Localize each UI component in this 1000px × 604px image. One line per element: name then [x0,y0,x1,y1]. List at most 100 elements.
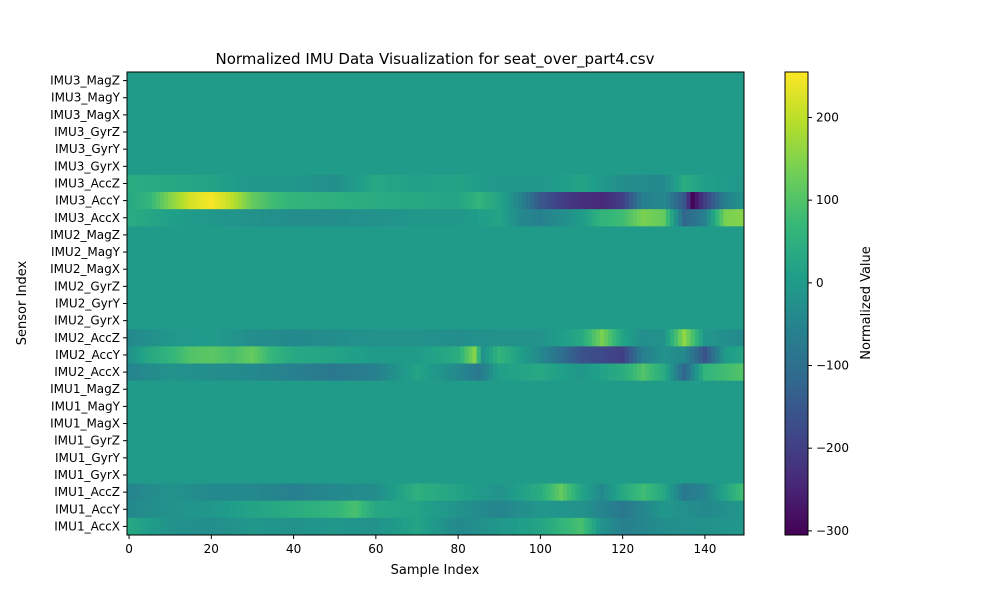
heatmap-cell [694,329,700,347]
heatmap-cell [443,363,449,382]
heatmap-cell [447,192,453,210]
heatmap-cell [727,329,733,347]
heatmap-cell [439,174,445,193]
heatmap-cell [242,363,247,382]
heatmap-cell [698,192,704,210]
heatmap-cell [307,329,313,347]
heatmap-cell [258,192,264,210]
heatmap-cell [686,346,691,365]
heatmap-cell [320,174,325,193]
heatmap-cell [213,500,218,519]
heatmap-cell [612,517,617,536]
heatmap-cell [464,192,469,210]
heatmap-cell [674,329,679,347]
heatmap-cell [390,483,395,502]
heatmap-cell [468,483,473,502]
heatmap-cell [291,329,297,347]
heatmap-cell [127,209,132,227]
heatmap-cell [583,209,589,227]
heatmap-cell [398,517,403,536]
heatmap-cell [159,346,165,365]
heatmap-cell [612,346,617,365]
heatmap-cell [431,346,436,365]
heatmap-cell [345,329,350,347]
heatmap-cell [472,363,478,382]
heatmap-cell [513,209,519,227]
heatmap-cell [435,174,441,193]
heatmap-cell [488,329,494,347]
heatmap-cell [414,174,420,193]
heatmap-cell [542,483,547,502]
heatmap-cell [628,500,634,519]
heatmap-cell [238,500,243,519]
heatmap-cell [353,517,358,536]
heatmap-cell [423,517,428,536]
heatmap-cell [447,363,453,382]
heatmap-cell [365,346,371,365]
heatmap-cell [406,174,412,193]
heatmap-cell [295,483,301,502]
heatmap-cell [678,483,683,502]
heatmap-row-IMU2_MagX [127,260,744,279]
heatmap-cell [645,174,650,193]
heatmap-cell [155,209,161,227]
heatmap-cell [517,500,523,519]
heatmap-cell [365,209,371,227]
colorbar-tick-label: 100 [816,193,839,207]
heatmap-cell [534,346,539,365]
heatmap-cell [439,346,445,365]
heatmap-cell [550,192,556,210]
heatmap-cell [645,483,650,502]
heatmap-cell [488,346,494,365]
heatmap-cell [406,192,412,210]
heatmap-cell [731,517,737,536]
heatmap-cell [250,174,255,193]
heatmap-cell [694,346,700,365]
heatmap-cell [600,363,605,382]
heatmap-cell [739,192,745,210]
y-tick-label: IMU1_GyrZ [54,434,120,448]
heatmap-cell [476,192,482,210]
heatmap-cell [624,209,630,227]
heatmap-cell [287,346,292,365]
heatmap-cell [546,346,552,365]
heatmap-cell [303,483,309,502]
heatmap-cell [657,192,663,210]
heatmap-cell [702,483,708,502]
heatmap-cell [723,500,728,519]
heatmap-cell [316,192,321,210]
heatmap-cell [151,192,157,210]
heatmap-cell [303,209,309,227]
heatmap-cell [509,209,515,227]
heatmap-cell [250,483,255,502]
heatmap-cell [649,209,654,227]
heatmap-cell [595,500,601,519]
y-tick-label: IMU2_MagZ [50,228,120,242]
heatmap-cell [209,329,214,347]
heatmap-cell [155,363,161,382]
heatmap-cell [410,174,416,193]
heatmap-cell [349,363,354,382]
heatmap-cell [299,209,305,227]
heatmap-cell [336,346,342,365]
heatmap-cell [225,329,231,347]
heatmap-cell [291,363,297,382]
heatmap-cell [637,329,642,347]
heatmap-cell [279,192,284,210]
heatmap-cell [665,346,671,365]
heatmap-cell [423,363,428,382]
heatmap-cell [435,209,441,227]
heatmap-cell [135,363,140,382]
heatmap-cell [164,329,169,347]
heatmap-cell [674,209,679,227]
heatmap-cell [612,483,617,502]
heatmap-cell [221,192,227,210]
heatmap-cell [538,192,543,210]
heatmap-cell [435,192,441,210]
heatmap-cell [702,209,708,227]
heatmap-cell [583,192,589,210]
heatmap-cell [423,500,428,519]
heatmap-cell [316,209,321,227]
heatmap-cell [468,363,473,382]
heatmap-cell [233,209,239,227]
